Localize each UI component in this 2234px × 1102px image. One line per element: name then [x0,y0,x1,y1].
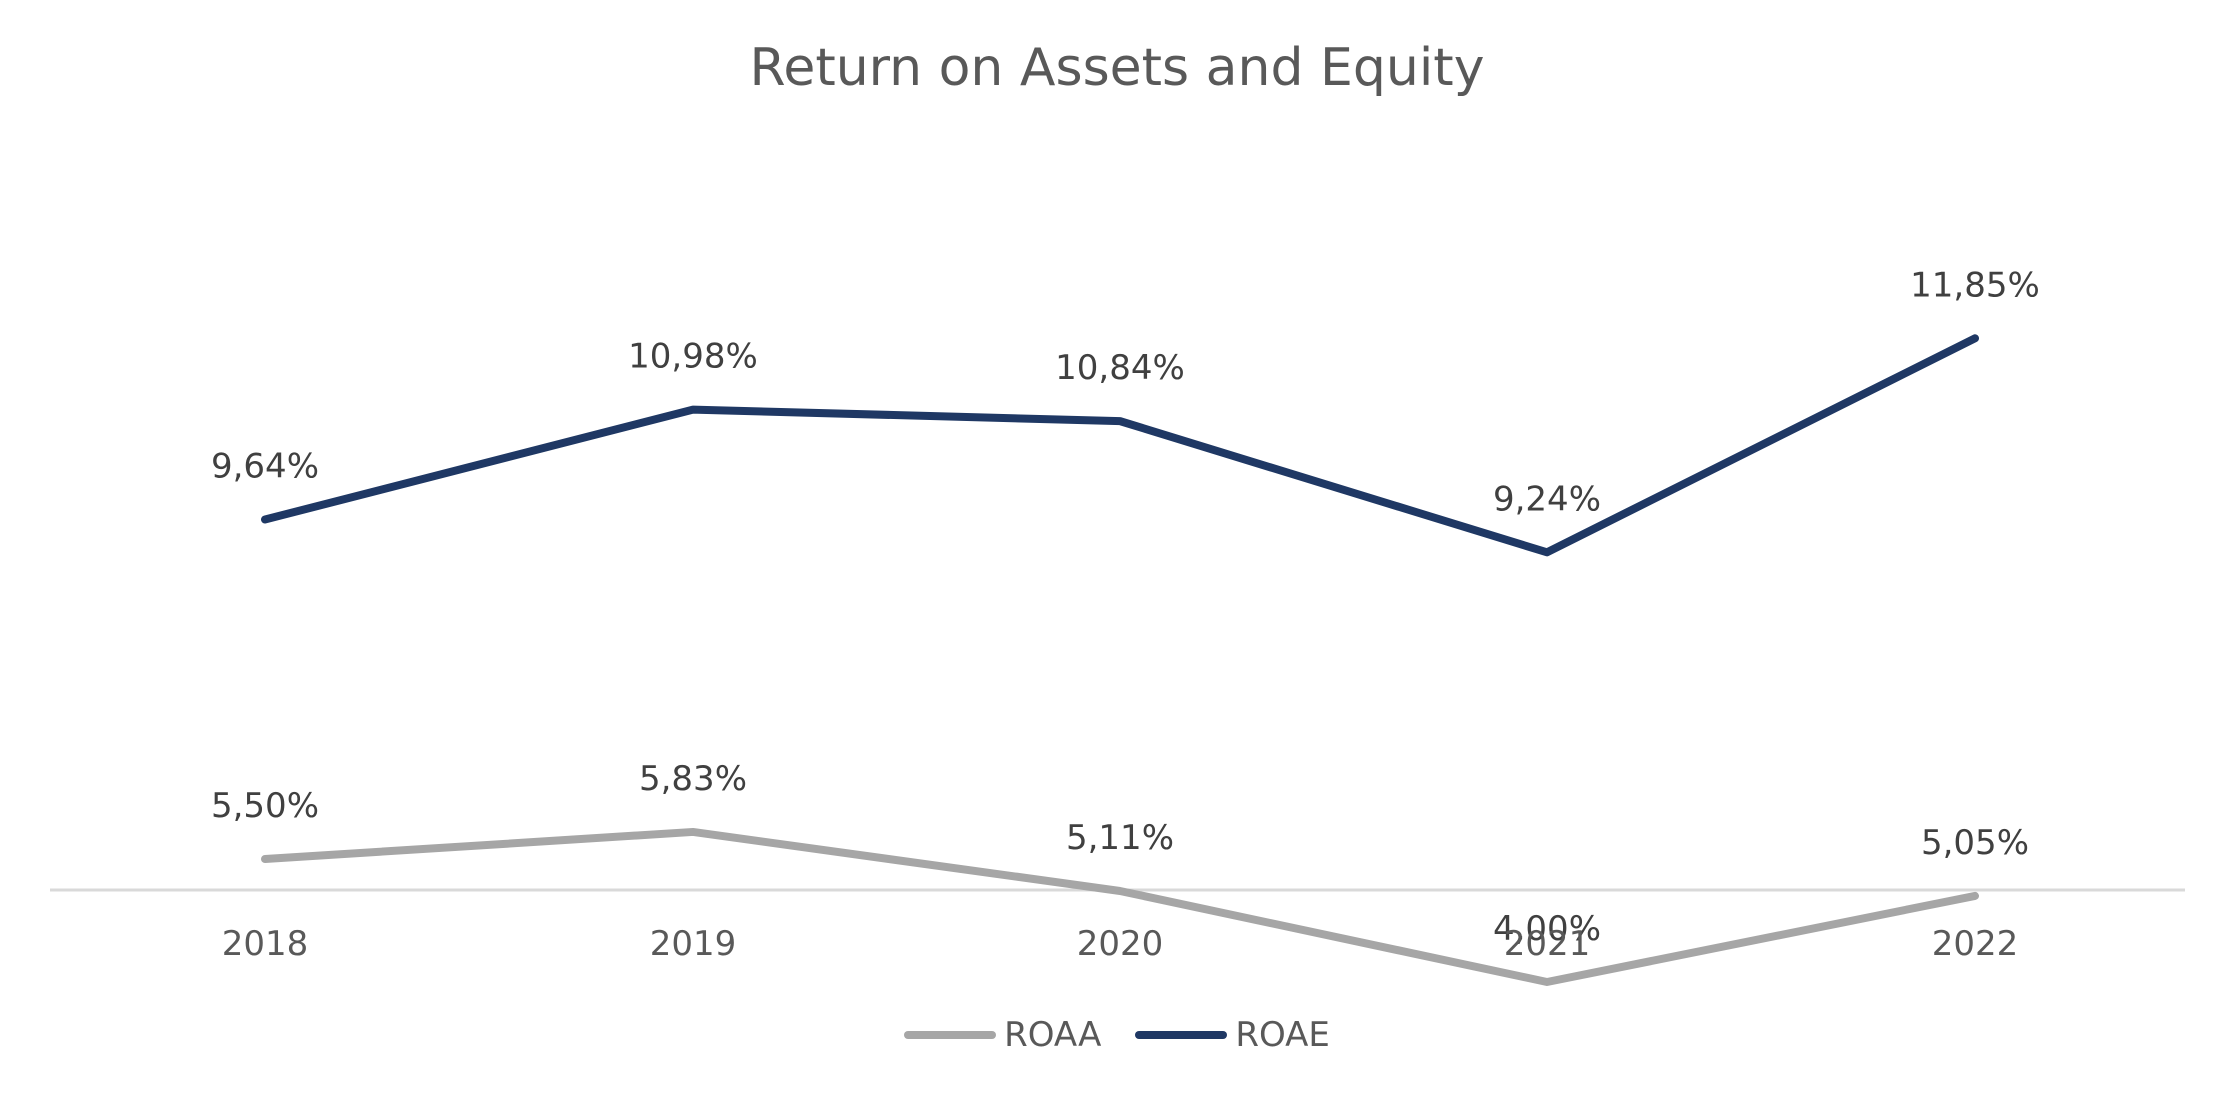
x-axis-ticks: 2018 2019 2020 2021 2022 [222,924,2019,964]
legend-item-roae: ROAE [1135,1015,1330,1055]
legend-swatch-roae [1135,1031,1228,1039]
x-tick-label-2021: 2021 [1504,924,1591,964]
series-line-roaa [261,827,1979,986]
x-tick-label-2019: 2019 [650,924,737,964]
data-label-roaa-2020: 5,11% [1066,818,1174,858]
legend-swatch-roaa [904,1031,997,1039]
legend-label-roaa: ROAA [1004,1015,1102,1055]
data-label-roaa-2022: 5,05% [1921,823,2029,863]
data-label-roaa-2019: 5,83% [639,759,747,799]
data-label-layer: 5,50% 5,83% 5,11% 4,00% 5,05% 9,64% 10,98% 10,8… [211,265,2040,949]
series-line-roae [261,334,1979,557]
data-label-roaa-2018: 5,50% [211,786,319,826]
data-label-roae-2022: 11,85% [1910,265,2040,305]
legend-label-roae: ROAE [1235,1015,1330,1055]
x-tick-label-2022: 2022 [1932,924,2019,964]
data-label-roaa-2021: 4,00% [1493,909,1601,949]
series-layer [261,334,1979,986]
chart-title: Return on Assets and Equity [749,38,1485,98]
data-label-roae-2019: 10,98% [628,337,758,377]
data-label-roae-2018: 9,64% [211,447,319,487]
legend: ROAA ROAE [0,1015,2234,1055]
x-tick-label-2018: 2018 [222,924,309,964]
legend-item-roaa: ROAA [904,1015,1101,1055]
data-label-roae-2020: 10,84% [1055,348,1185,388]
x-tick-label-2020: 2020 [1077,924,1164,964]
data-label-roae-2021: 9,24% [1493,479,1601,519]
